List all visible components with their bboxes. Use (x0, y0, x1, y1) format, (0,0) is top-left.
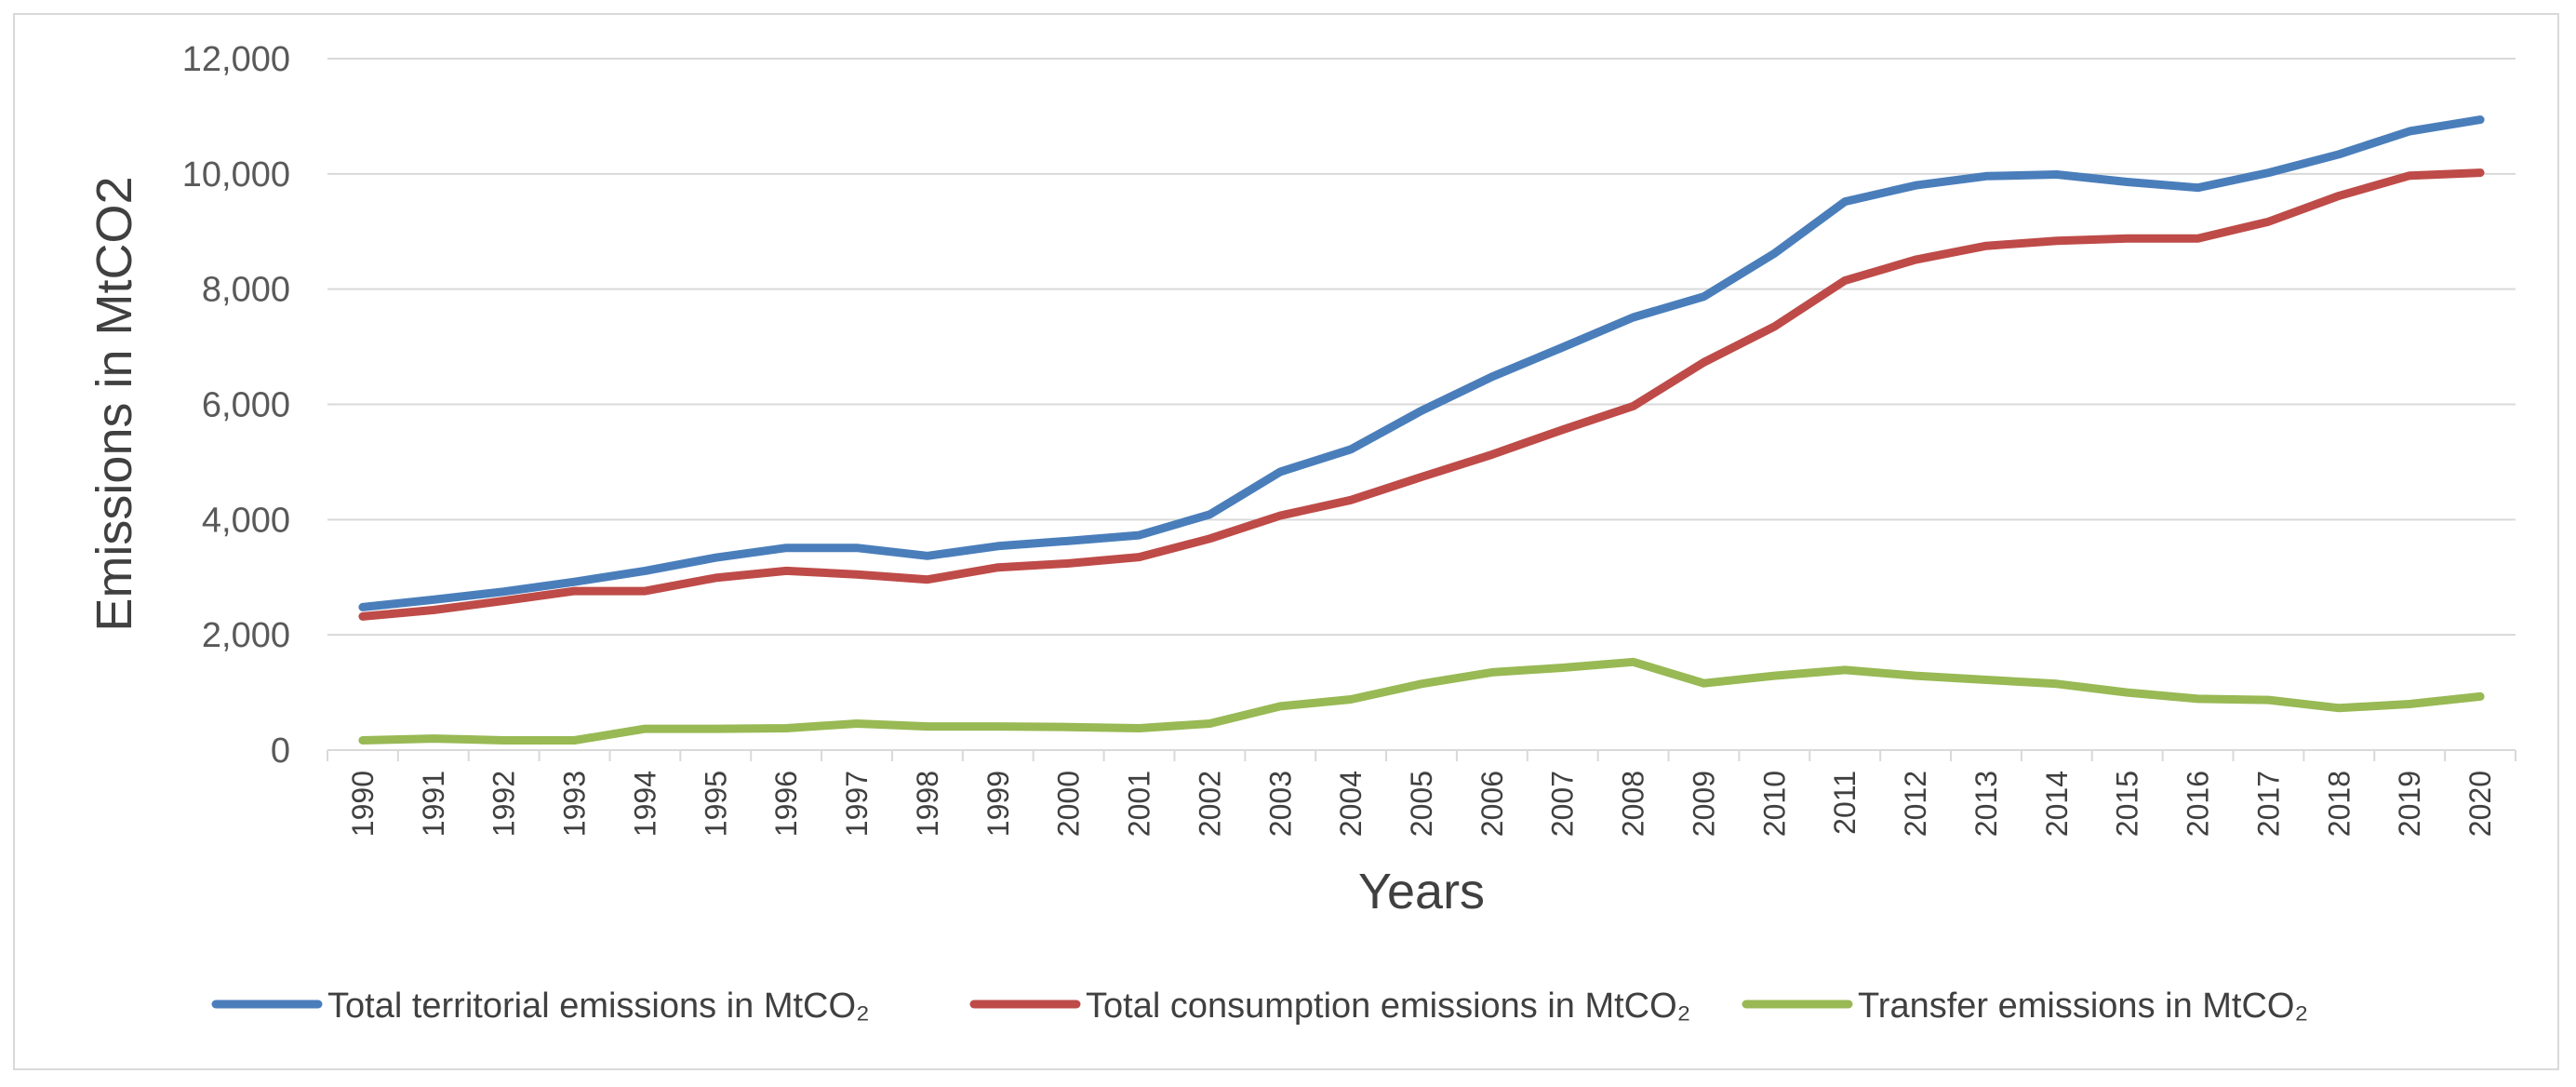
x-tick-label: 2010 (1757, 771, 1791, 837)
chart-frame: 0 2,000 4,000 6,000 8,000 10,000 12,000 1990 19… (13, 13, 2559, 1070)
x-tick-label: 2001 (1123, 771, 1156, 837)
legend: Total territorial emissions in MtCO₂ Tota… (211, 986, 2308, 1026)
y-axis-title: Emissions in MtCO2 (87, 176, 142, 631)
x-tick-label: 1990 (346, 771, 380, 837)
x-tick-label: 2002 (1193, 771, 1226, 837)
y-tick-label: 6,000 (202, 386, 290, 425)
series-lines (358, 115, 2485, 745)
y-axis-ticks: 0 2,000 4,000 6,000 8,000 10,000 12,000 (182, 40, 290, 771)
legend-label-3: Transfer emissions in MtCO₂ (1858, 986, 2308, 1026)
gridlines (327, 58, 2516, 637)
x-tick-label: 2004 (1334, 771, 1368, 837)
x-tick-label: 2008 (1617, 771, 1650, 837)
x-tick-label: 2015 (2111, 771, 2144, 837)
x-tick-label: 2020 (2463, 771, 2497, 837)
x-tick-label: 1994 (628, 771, 661, 837)
y-tick-label: 12,000 (182, 40, 290, 79)
legend-label-2: Total consumption emissions in MtCO₂ (1086, 986, 1690, 1026)
x-tick-label: 2013 (1969, 771, 2003, 837)
x-tick-label: 1999 (981, 771, 1015, 837)
series-line-1 (358, 115, 2485, 611)
x-tick-label: 1992 (487, 771, 521, 837)
x-tick-label: 2006 (1475, 771, 1509, 837)
x-tick-label: 1995 (699, 771, 732, 837)
x-tick-label: 2007 (1546, 771, 1580, 837)
x-tick-label: 1997 (840, 771, 874, 837)
y-tick-label: 4,000 (202, 501, 290, 540)
x-tick-label: 1991 (417, 771, 450, 837)
x-axis-title: Years (1358, 864, 1485, 919)
series-line-3 (358, 657, 2485, 745)
y-tick-label: 2,000 (202, 616, 290, 655)
x-tick-label: 2012 (1899, 771, 1932, 837)
x-tick-label: 2011 (1828, 771, 1862, 835)
x-tick-label: 2018 (2322, 771, 2356, 837)
y-tick-label: 10,000 (182, 155, 290, 195)
x-tick-label: 2016 (2182, 771, 2215, 837)
x-tick-label: 1998 (911, 771, 944, 837)
x-axis-ticks: 1990 1991 1992 1993 1994 1995 1996 1997 1998 1999… (327, 750, 2516, 837)
x-tick-label: 2017 (2251, 771, 2285, 837)
x-tick-label: 2014 (2040, 771, 2074, 837)
y-tick-label: 0 (271, 731, 290, 771)
y-tick-label: 8,000 (202, 271, 290, 310)
x-tick-label: 1993 (558, 771, 592, 837)
x-tick-label: 2019 (2393, 771, 2426, 837)
x-tick-label: 2009 (1687, 771, 1720, 837)
series-line-2 (358, 168, 2485, 621)
legend-label-1: Total territorial emissions in MtCO₂ (327, 986, 870, 1026)
x-tick-label: 1996 (769, 771, 803, 837)
x-tick-label: 2003 (1263, 771, 1297, 837)
x-tick-label: 2000 (1052, 771, 1086, 837)
x-tick-label: 2005 (1405, 771, 1438, 837)
